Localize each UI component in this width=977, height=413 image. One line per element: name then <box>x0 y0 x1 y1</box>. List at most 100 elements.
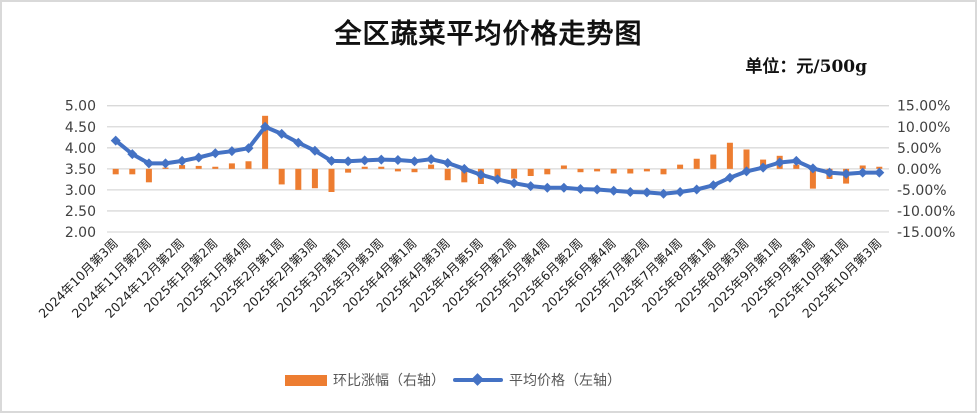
right-tick-label: -15.00% <box>897 225 955 241</box>
change-bar <box>345 168 352 173</box>
price-marker <box>658 188 669 199</box>
legend-line-label: 平均价格（左轴） <box>509 373 621 389</box>
change-bar <box>577 168 584 173</box>
change-bar <box>677 164 684 169</box>
change-bar <box>245 161 252 169</box>
price-marker <box>758 162 769 173</box>
price-marker <box>542 182 553 193</box>
change-bar <box>444 168 451 181</box>
bar-swatch-icon <box>285 374 327 386</box>
price-marker <box>293 137 304 148</box>
price-marker <box>857 167 868 178</box>
price-marker <box>741 166 752 177</box>
right-axis-ticks: 15.00% 10.00% 5.00% 0.00% -5.00% -10.00% -15.0… <box>897 99 955 241</box>
legend-item-bar: 环比涨幅（右轴） <box>285 370 445 390</box>
x-axis-labels: 2024年10月第3周2024年11月第2周2024年12月第2周2025年1月… <box>35 236 884 321</box>
change-bar <box>610 168 617 174</box>
change-bar <box>511 168 518 179</box>
price-marker <box>243 143 254 154</box>
price-line <box>110 121 885 199</box>
change-bar <box>262 115 269 169</box>
change-bar <box>328 168 335 193</box>
change-bar <box>726 142 733 169</box>
price-marker <box>160 158 171 169</box>
change-bar <box>394 168 401 172</box>
price-marker <box>177 155 188 166</box>
right-tick-label: 0.00% <box>897 162 941 178</box>
price-marker <box>226 146 237 157</box>
change-bar <box>311 168 318 189</box>
legend-item-line: 平均价格（左轴） <box>453 370 621 390</box>
right-tick-label: -5.00% <box>897 183 947 199</box>
change-bar <box>129 168 136 175</box>
change-bar <box>411 168 418 173</box>
change-bar <box>494 168 501 177</box>
price-marker <box>210 148 221 159</box>
left-tick-label: 3.00 <box>65 183 96 199</box>
change-bar <box>195 165 202 169</box>
change-bar <box>378 166 385 169</box>
price-marker <box>575 184 586 195</box>
left-tick-label: 3.50 <box>65 162 96 178</box>
price-marker <box>641 187 652 198</box>
price-marker <box>459 163 470 174</box>
price-marker <box>376 154 387 165</box>
price-marker <box>841 168 852 179</box>
change-bar <box>710 154 717 169</box>
change-bar <box>361 166 368 169</box>
price-marker <box>492 174 503 185</box>
price-marker <box>509 178 520 189</box>
price-marker <box>143 158 154 169</box>
price-marker <box>260 121 271 132</box>
change-bar <box>527 168 534 177</box>
price-marker <box>691 184 702 195</box>
right-tick-label: 15.00% <box>897 99 950 115</box>
legend-bar-label: 环比涨幅（右轴） <box>333 373 445 389</box>
left-axis-ticks: 5.00 4.50 4.00 3.50 3.00 2.50 2.00 <box>65 99 96 241</box>
change-bar <box>693 158 700 169</box>
change-bar <box>627 168 634 174</box>
change-bar <box>560 165 567 169</box>
price-marker <box>824 167 835 178</box>
change-bar <box>295 168 302 190</box>
price-marker <box>807 163 818 174</box>
change-bar <box>228 163 235 169</box>
price-marker <box>127 149 138 160</box>
right-tick-label: -10.00% <box>897 204 955 220</box>
price-marker <box>625 187 636 198</box>
price-marker <box>874 167 885 178</box>
change-bar <box>212 166 219 169</box>
price-marker <box>608 185 619 196</box>
change-bar <box>179 165 186 169</box>
price-marker <box>309 145 320 156</box>
change-bar <box>278 168 285 185</box>
price-marker <box>592 184 603 195</box>
price-marker <box>724 172 735 183</box>
change-bar <box>859 165 866 169</box>
price-marker <box>475 169 486 180</box>
price-marker <box>359 155 370 166</box>
change-bar <box>809 168 816 189</box>
change-bar <box>594 168 601 172</box>
legend: 环比涨幅（右轴） 平均价格（左轴） <box>285 370 629 390</box>
left-tick-label: 2.50 <box>65 204 96 220</box>
right-tick-label: 5.00% <box>897 141 941 157</box>
price-marker <box>276 128 287 139</box>
price-marker <box>791 155 802 166</box>
price-marker <box>326 155 337 166</box>
left-tick-label: 4.50 <box>65 120 96 136</box>
change-bar <box>743 149 750 169</box>
change-bar <box>544 168 551 175</box>
left-tick-label: 4.00 <box>65 141 96 157</box>
right-tick-label: 10.00% <box>897 120 950 136</box>
price-marker <box>774 157 785 168</box>
change-bar <box>428 164 435 169</box>
price-marker <box>708 180 719 191</box>
price-marker <box>193 152 204 163</box>
change-bar <box>793 164 800 169</box>
change-bar <box>112 168 119 175</box>
line-marker-icon <box>453 373 503 386</box>
price-marker <box>392 155 403 166</box>
